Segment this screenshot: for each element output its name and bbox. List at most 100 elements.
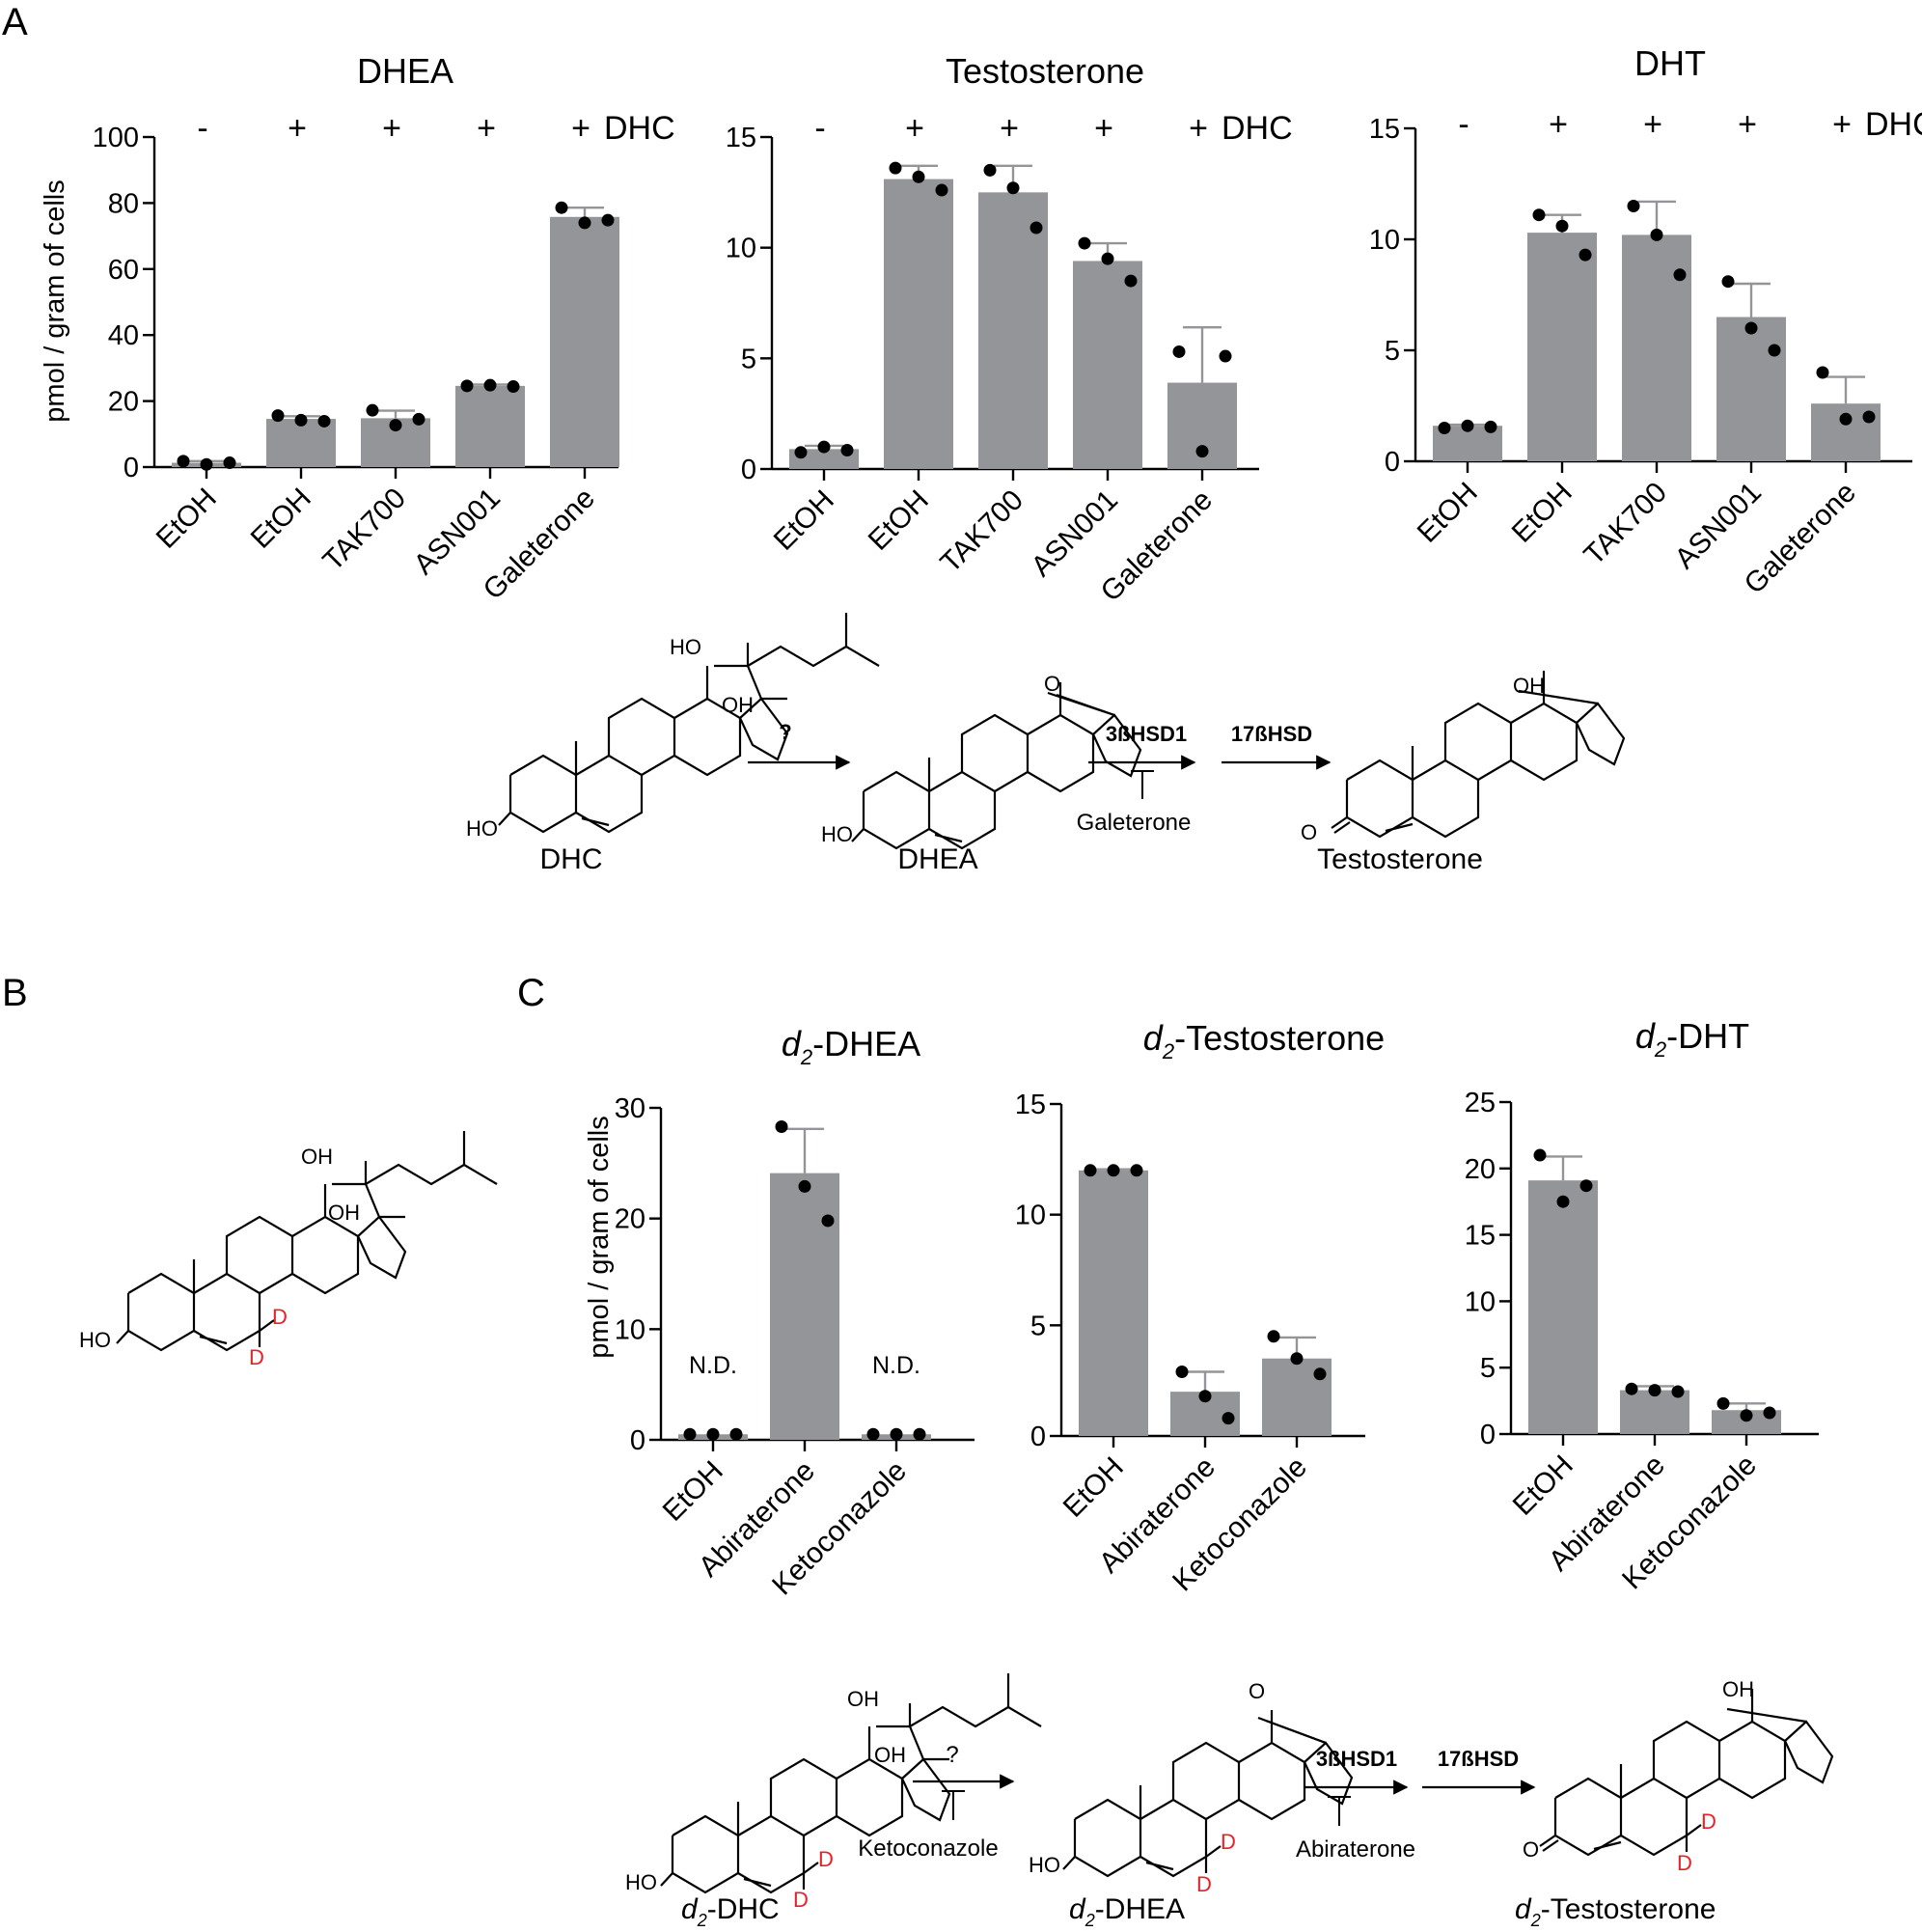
c-dhea-ho: HO [1029, 1853, 1060, 1877]
data-point [1438, 422, 1451, 434]
dhc-indicator: + [1094, 110, 1113, 147]
y-tick-label: 15 [726, 123, 756, 153]
c-dhc-oh-17: OH [874, 1743, 906, 1767]
category-label: EtOH [768, 484, 840, 557]
y-tick-label: 0 [741, 455, 756, 485]
scheme-c-unknown-step: ? [946, 1742, 958, 1768]
y-tick-label: 0 [1385, 447, 1400, 478]
inhibitor-abiraterone: Abiraterone [1296, 1836, 1415, 1863]
data-point [578, 216, 591, 230]
category-label: EtOH [245, 483, 317, 555]
chart-title: d2-Testosterone [1143, 1018, 1385, 1063]
label-d2-dhea: d2-DHEA [1069, 1893, 1185, 1930]
y-tick-label: 20 [615, 1204, 645, 1235]
b-oh-17: OH [328, 1201, 360, 1225]
panel-letter-c: C [517, 972, 545, 1014]
data-point [1078, 236, 1091, 250]
data-point [1721, 275, 1735, 289]
dhc-indicator: + [571, 110, 590, 147]
c-testosterone-deuterium-2: D [1677, 1851, 1692, 1875]
y-tick-label: 20 [1465, 1154, 1496, 1185]
data-point [1219, 349, 1232, 363]
dhc-indicator: + [382, 110, 401, 147]
data-point [1579, 1179, 1593, 1193]
dhc-indicator: + [1000, 110, 1019, 147]
data-point [177, 455, 190, 468]
bar [770, 1173, 839, 1440]
c-dhea-deuterium-2: D [1196, 1872, 1212, 1896]
data-point [1556, 1195, 1570, 1208]
data-point [294, 413, 308, 427]
chart-title: d2-DHEA [782, 1024, 920, 1069]
y-tick-label: 10 [615, 1314, 645, 1345]
data-point [1175, 1365, 1189, 1378]
data-point [1172, 345, 1186, 358]
c-testosterone-o: O [1523, 1837, 1539, 1862]
chart-dhea: DHEA 0 20 40 60 80 100 EtOH - EtOH + TAK700 + ASN001 +… [93, 51, 675, 606]
chart-dht: DHT051015EtOH-EtOH+TAK700+ASN001+Galeter… [1369, 43, 1922, 600]
y-tick-label: 0 [1480, 1420, 1496, 1450]
data-point [1744, 321, 1758, 335]
structure-d2-dhc-b [116, 1131, 498, 1352]
b-deuterium-1: D [272, 1305, 288, 1329]
category-label: ASN001 [408, 483, 507, 581]
category-label: ASN001 [1026, 484, 1124, 583]
scheme-a-unknown-step: ? [779, 720, 791, 744]
data-point [1484, 420, 1497, 433]
structure-dhc [498, 613, 880, 834]
data-point [1198, 1390, 1212, 1403]
chart-title: Testosterone [946, 51, 1144, 91]
data-point [817, 440, 831, 454]
b-oh-20: OH [301, 1145, 333, 1169]
enzyme-17bhsd-c: 17ßHSD [1438, 1747, 1519, 1771]
data-point [1030, 221, 1043, 235]
data-point [683, 1427, 697, 1441]
chart-d2-dhea: d2-DHEA0102030EtOHN.D.AbirateroneKetocon… [615, 1024, 975, 1602]
scheme-a [498, 613, 880, 834]
inhibitor-ketoconazole: Ketoconazole [858, 1835, 998, 1862]
c-dhc-deuterium-1: D [818, 1847, 834, 1871]
data-point [317, 414, 331, 428]
y-tick-label: 80 [108, 188, 139, 219]
data-point [1130, 1164, 1143, 1177]
chart-d2-testosterone: d2-Testosterone051015EtOHAbirateroneKeto… [1015, 1018, 1385, 1598]
data-point [1716, 1396, 1730, 1410]
dhc-indicator: + [1549, 106, 1568, 143]
y-tick-label: 20 [108, 387, 139, 418]
testosterone-o: O [1301, 820, 1317, 844]
data-point [1625, 1382, 1638, 1395]
label-d2-testosterone: d2-Testosterone [1515, 1893, 1716, 1930]
dhc-indicator: + [1189, 110, 1208, 147]
bar [884, 179, 953, 469]
structure-testosterone [1331, 671, 1626, 839]
y-tick-label: 30 [615, 1093, 645, 1124]
data-point [555, 201, 568, 214]
structure-d2-testosterone [1539, 1689, 1834, 1857]
data-point [1862, 410, 1876, 424]
structure-d2-dhea [1062, 1710, 1354, 1878]
dhc-label: DHC [604, 110, 675, 147]
bar [1079, 1170, 1148, 1436]
y-tick-label: 15 [1369, 114, 1400, 145]
data-point [389, 419, 402, 432]
data-point [1084, 1164, 1097, 1177]
structure-d2-dhc [660, 1673, 1042, 1894]
data-point [271, 409, 285, 423]
chart-title: d2-DHT [1635, 1016, 1749, 1062]
data-point [1313, 1367, 1327, 1381]
dhc-label: DHC [1222, 110, 1293, 147]
y-tick-label: 0 [630, 1425, 645, 1456]
panel-letter-a: A [2, 1, 28, 43]
category-label: TAK700 [1579, 477, 1673, 571]
dhc-indicator: + [1832, 106, 1852, 143]
data-point [1461, 419, 1474, 432]
category-label: EtOH [863, 484, 935, 557]
y-tick-label: 5 [1030, 1311, 1046, 1341]
label-dhc: DHC [540, 843, 603, 875]
y-tick-label: 10 [726, 234, 756, 264]
category-label: EtOH [1057, 1451, 1130, 1524]
label-testosterone: Testosterone [1317, 843, 1483, 875]
testosterone-oh: OH [1513, 674, 1545, 698]
enzyme-3bhsd1-a: 3ßHSD1 [1106, 722, 1187, 746]
